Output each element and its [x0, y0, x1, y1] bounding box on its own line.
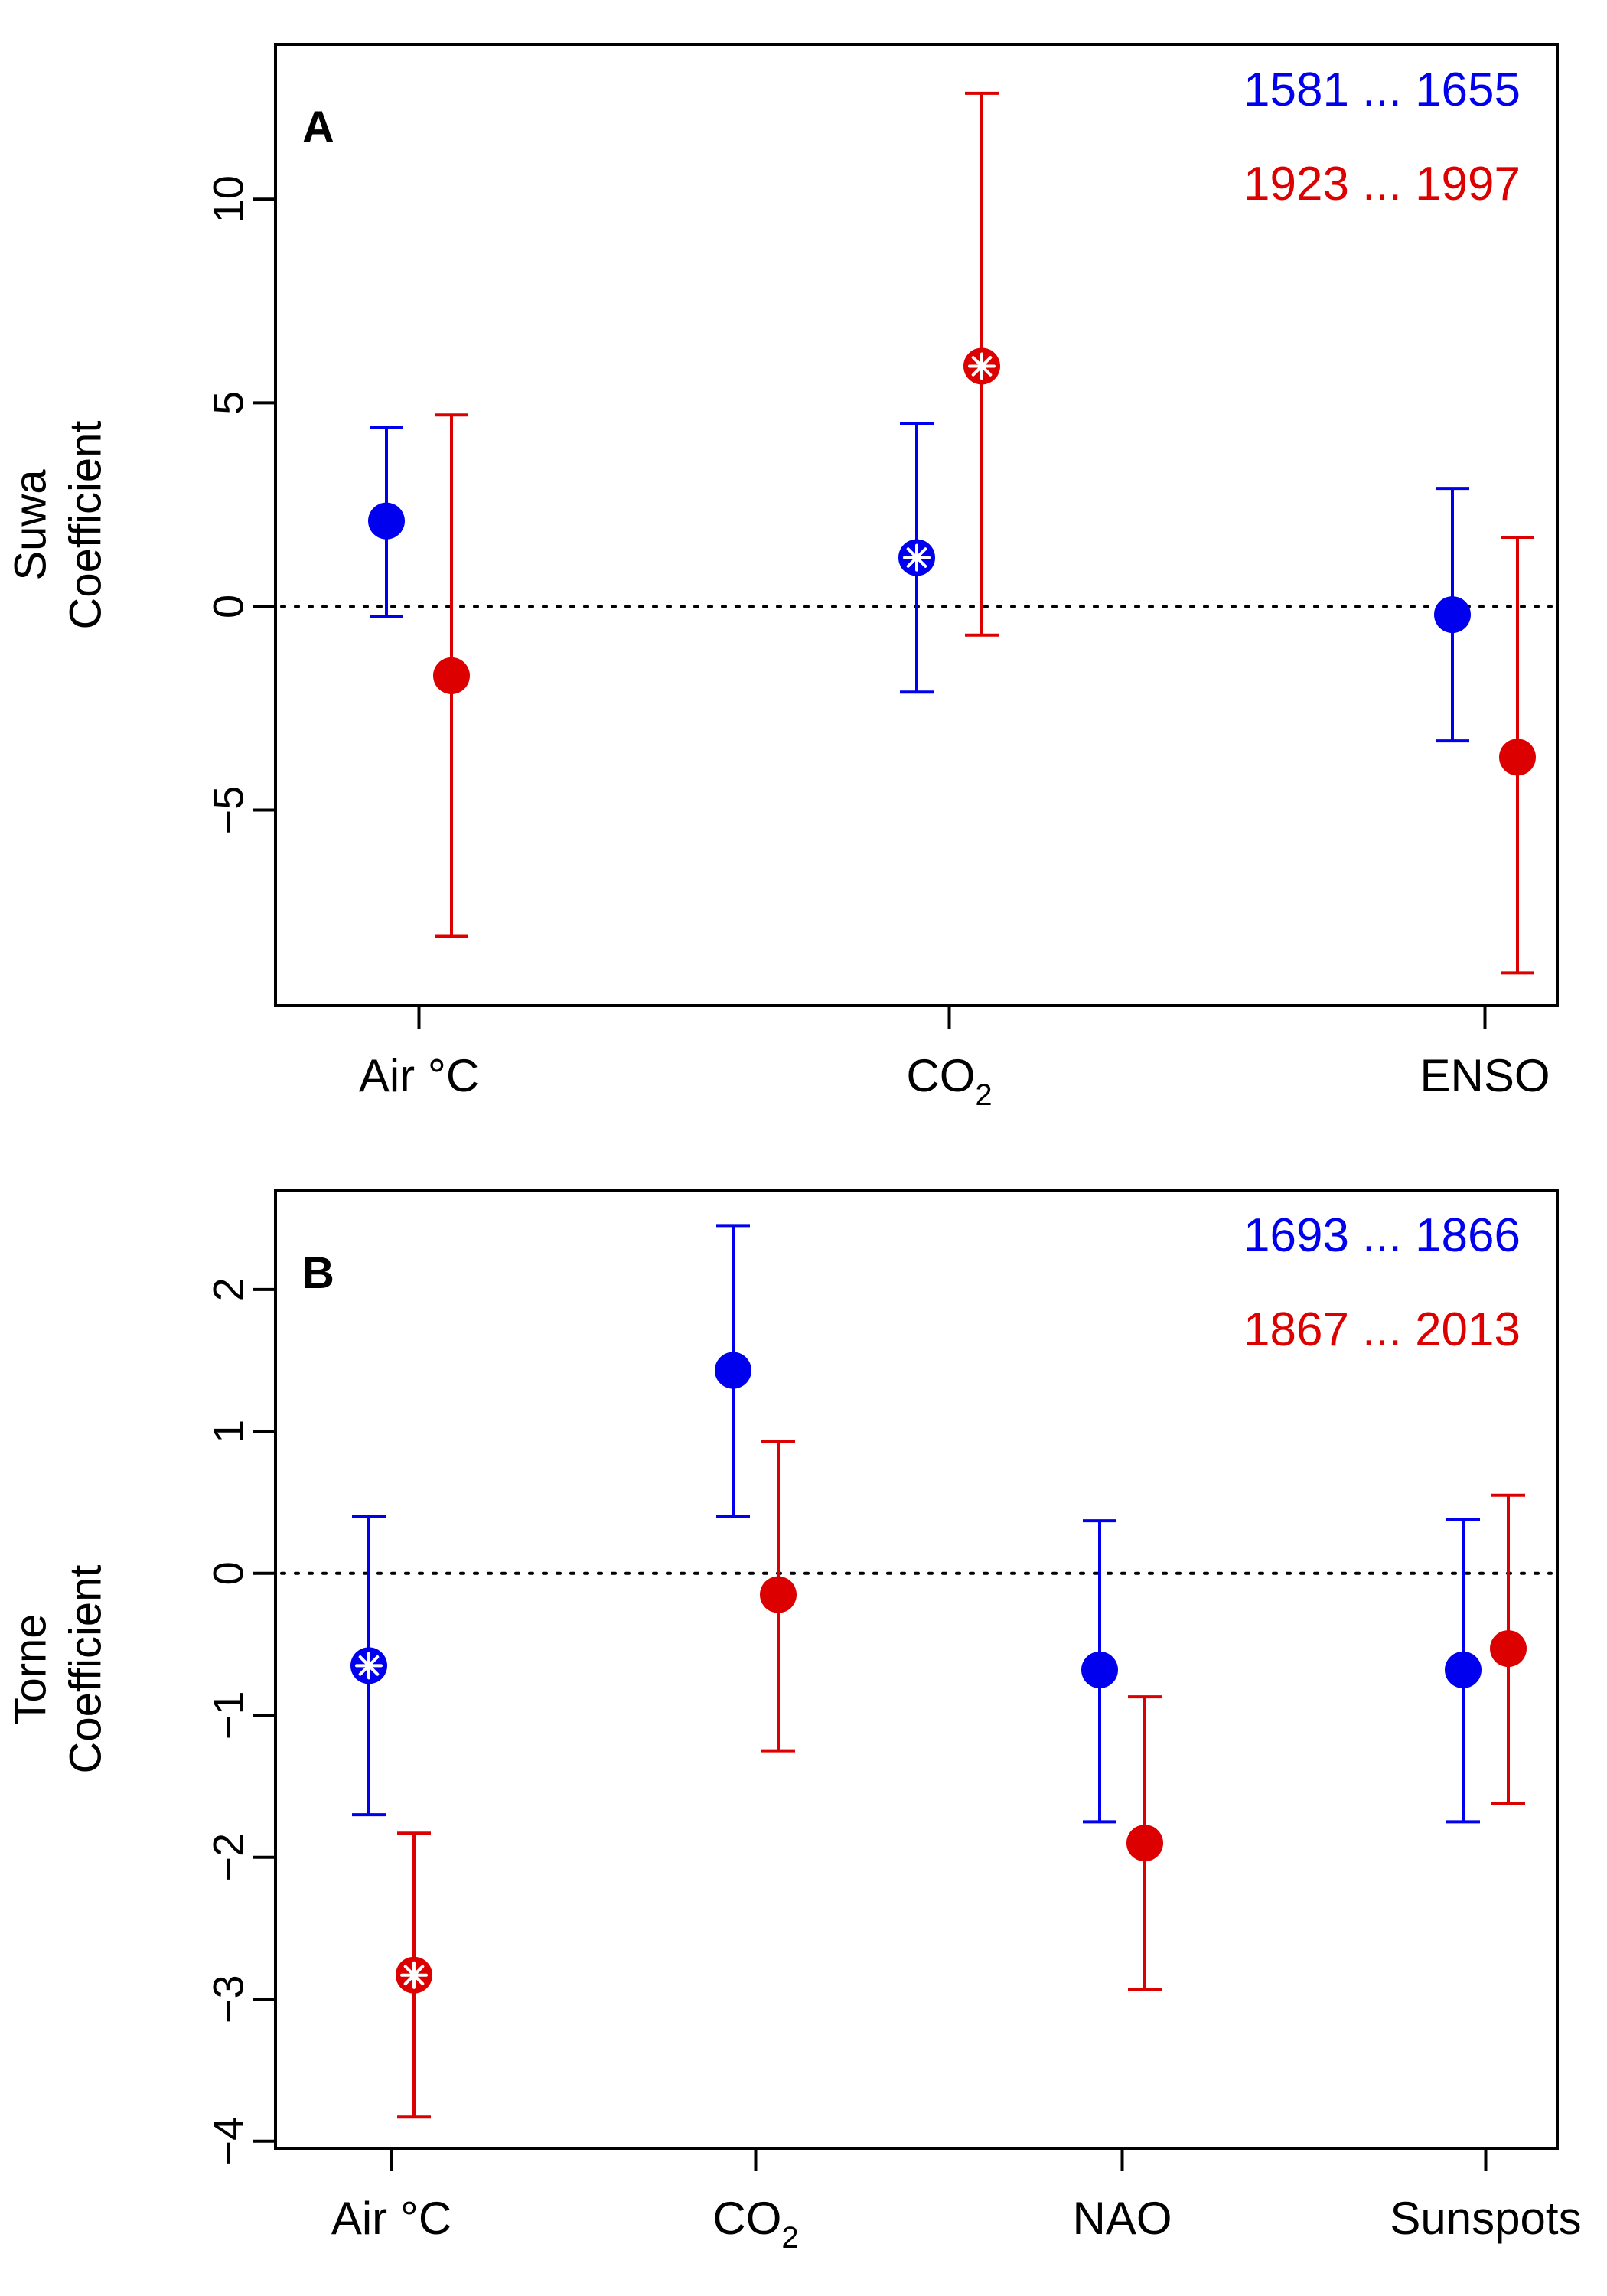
error-bar: [1434, 487, 1471, 743]
x-tick-label: Air °C: [331, 2193, 451, 2244]
x-tick-label: Air °C: [359, 1050, 479, 1101]
y-axis-label-line1: Suwa: [6, 469, 56, 581]
point-estimate: [760, 1576, 797, 1613]
error-bar: [1081, 1519, 1118, 1824]
x-tick-label: NAO: [1072, 2193, 1172, 2244]
error-bar: [1499, 535, 1536, 975]
y-tick-label: 2: [204, 1277, 253, 1301]
y-tick-label: 0: [204, 1561, 253, 1585]
y-tick-label: −3: [204, 1975, 253, 2024]
error-bar: [433, 413, 470, 938]
error-bar: [1126, 1695, 1163, 1991]
point-estimate: [1490, 1630, 1527, 1668]
x-tick-label: CO2: [906, 1050, 992, 1112]
error-bar: [1445, 1518, 1482, 1824]
asterisk-marker: [903, 543, 931, 572]
asterisk-stroke: [906, 547, 927, 568]
asterisk-stroke: [358, 1655, 380, 1676]
asterisk-stroke: [403, 1965, 425, 1986]
point-estimate: [1445, 1651, 1482, 1688]
point-estimate: [1126, 1825, 1163, 1862]
point-estimate: [368, 502, 405, 540]
asterisk-marker: [968, 352, 996, 380]
legend-entry: 1867 ... 2013: [1244, 1303, 1521, 1356]
point-estimate: [1499, 739, 1536, 776]
error-bar: [396, 1831, 432, 2119]
y-tick-label: −4: [204, 2117, 253, 2166]
panel-a: −5 0 5 10 Suwa Coefficient Air °C CO2 ENSO A 1581 …: [6, 43, 1559, 1112]
panel-letter: B: [302, 1248, 334, 1298]
asterisk-stroke: [971, 356, 993, 377]
y-axis-label-line2: Coefficient: [61, 1565, 111, 1774]
panel-b: −4 −3 −2 −1 0 1 2 Torne Coefficient Air °C CO2 NAO S…: [6, 1189, 1582, 2255]
error-bar: [715, 1224, 751, 1518]
plot-frame: [274, 43, 1559, 1007]
y-tick-label: 5: [204, 391, 253, 415]
legend-entry: 1693 ... 1866: [1244, 1209, 1521, 1262]
legend-entry: 1581 ... 1655: [1244, 64, 1521, 116]
x-tick-label: CO2: [712, 2193, 798, 2255]
y-tick-label: 0: [204, 595, 253, 618]
x-tick-label: ENSO: [1420, 1050, 1550, 1101]
y-axis-label-line2: Coefficient: [61, 421, 111, 630]
y-tick-label: −1: [204, 1691, 253, 1740]
error-bar: [760, 1440, 797, 1753]
panel-letter: A: [302, 103, 334, 152]
y-tick-label: 1: [204, 1420, 253, 1443]
y-axis-label-line1: Torne: [6, 1613, 56, 1724]
asterisk-marker: [355, 1652, 383, 1680]
error-bar: [963, 91, 1000, 637]
point-estimate: [1081, 1651, 1118, 1688]
error-bar: [368, 426, 405, 618]
error-bar: [350, 1515, 387, 1817]
error-bar: [898, 421, 935, 694]
legend-entry: 1923 ... 1997: [1244, 158, 1521, 210]
x-tick-label: Sunspots: [1390, 2193, 1581, 2244]
y-tick-label: 10: [204, 175, 253, 223]
point-estimate: [715, 1352, 751, 1389]
y-tick-label: −2: [204, 1833, 253, 1882]
plot-frame: [274, 1189, 1559, 2150]
point-estimate: [1434, 596, 1471, 634]
y-tick-label: −5: [204, 786, 253, 835]
error-bar: [1490, 1493, 1527, 1805]
asterisk-marker: [400, 1961, 428, 1989]
point-estimate: [433, 657, 470, 694]
